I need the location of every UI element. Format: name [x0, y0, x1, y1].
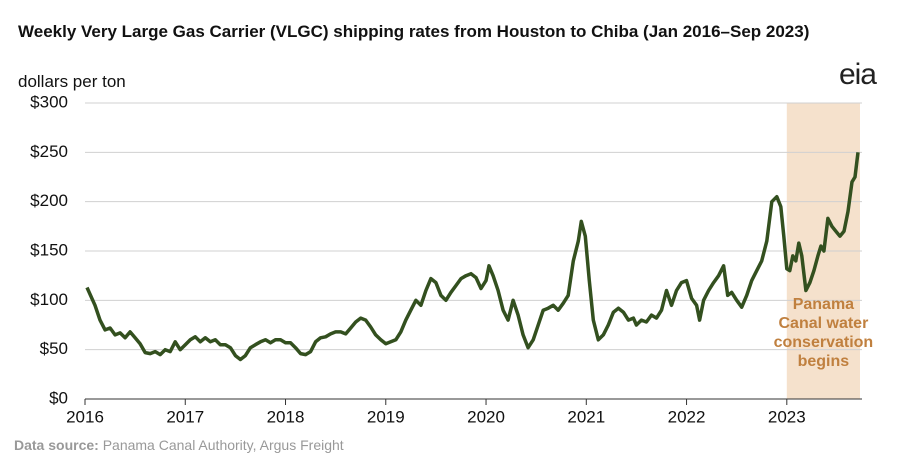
- logo: eia: [838, 58, 877, 91]
- source-text: Panama Canal Authority, Argus Freight: [102, 437, 344, 453]
- chart-title: Weekly Very Large Gas Carrier (VLGC) shi…: [18, 22, 810, 41]
- y-tick-label: $300: [30, 92, 68, 111]
- y-tick-label: $200: [30, 191, 68, 210]
- source-label: Data source:: [14, 437, 99, 453]
- x-tick-label: 2022: [668, 407, 706, 426]
- x-tick-label: 2019: [367, 407, 405, 426]
- annotation: conservation: [774, 334, 874, 351]
- x-tick-label: 2018: [267, 407, 305, 426]
- source: Data source: Panama Canal Authority, Arg…: [14, 437, 344, 453]
- x-tick-label: 2020: [467, 407, 505, 426]
- y-tick-label: $250: [30, 142, 68, 161]
- x-tick-label: 2023: [768, 407, 806, 426]
- annotation: Panama: [793, 296, 854, 313]
- x-tick-label: 2016: [66, 407, 104, 426]
- y-axis-unit: dollars per ton: [18, 72, 126, 91]
- y-tick-label: $100: [30, 290, 68, 309]
- y-tick-label: $150: [30, 240, 68, 259]
- x-tick-label: 2021: [567, 407, 605, 426]
- y-tick-label: $50: [40, 339, 68, 358]
- data-line: [85, 152, 860, 362]
- y-tick-label: $0: [49, 388, 68, 407]
- annotation: Canal water: [778, 315, 868, 332]
- x-tick-label: 2017: [166, 407, 204, 426]
- annotation: begins: [798, 353, 850, 370]
